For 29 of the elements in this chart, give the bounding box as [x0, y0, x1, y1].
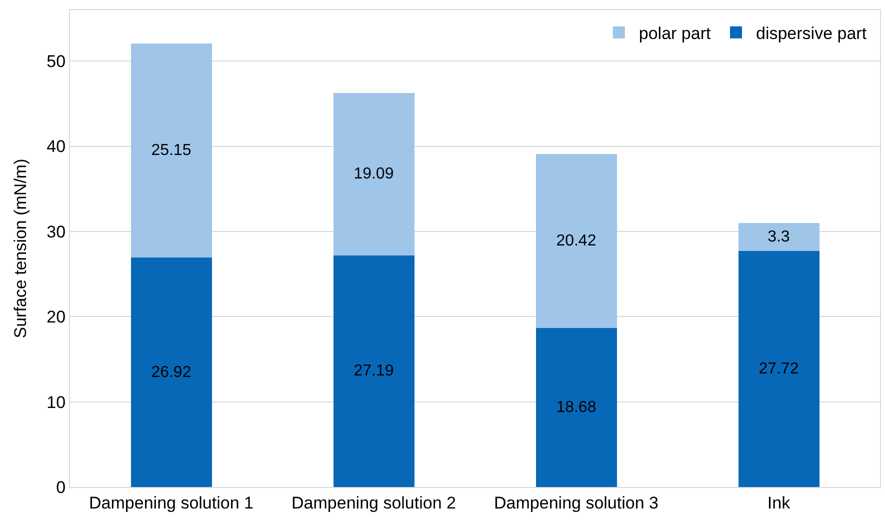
bar	[536, 328, 617, 487]
data-label: 27.19	[354, 362, 394, 380]
data-label: 19.09	[354, 166, 394, 183]
y-axis-title: Surface tension (mN/m)	[11, 158, 30, 338]
y-tick-label: 10	[46, 392, 66, 412]
bar	[738, 222, 820, 251]
bar	[333, 255, 414, 487]
data-label: 3.3	[768, 228, 790, 246]
legend-label: polar part	[638, 24, 711, 43]
data-label: 20.42	[556, 232, 596, 250]
legend-label: dispersive part	[756, 24, 867, 43]
x-tick-label: Ink	[767, 493, 791, 512]
bar	[130, 43, 212, 258]
y-tick-label: 40	[46, 137, 66, 156]
data-label: 26.92	[151, 364, 192, 381]
x-tick-label: Dampening solution 3	[494, 493, 658, 512]
bar	[738, 250, 820, 487]
y-tick-label: 50	[46, 52, 66, 72]
y-tick-label: 30	[46, 222, 66, 242]
data-label: 25.15	[151, 142, 192, 160]
y-tick-label: 20	[46, 308, 66, 327]
bar	[333, 92, 414, 256]
x-tick-label: Dampening solution 1	[89, 493, 254, 512]
data-label: 27.72	[758, 360, 799, 378]
bar	[130, 258, 212, 487]
data-label: 18.68	[556, 398, 596, 416]
bar	[536, 154, 617, 328]
x-tick-label: Dampening solution 2	[292, 493, 456, 512]
y-tick-label: 0	[56, 478, 66, 497]
